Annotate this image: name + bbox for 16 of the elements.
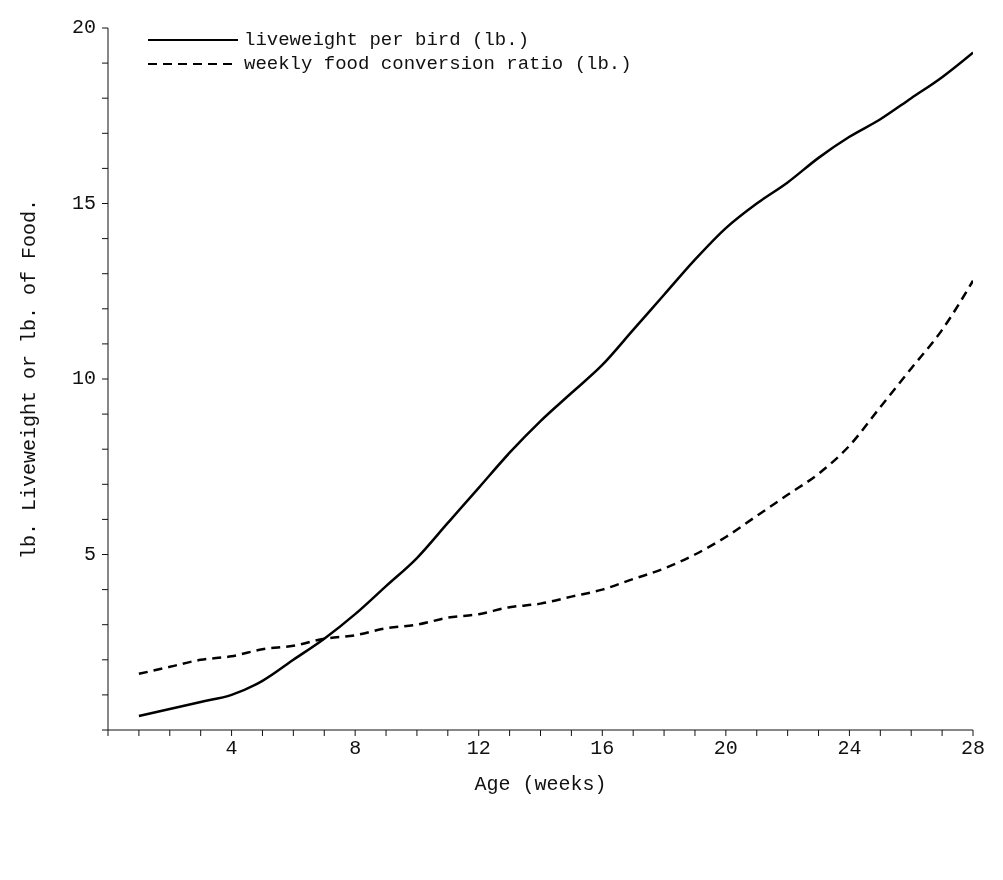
legend-label: liveweight per bird (lb.) xyxy=(244,28,530,52)
x-tick-label: 8 xyxy=(349,737,362,760)
x-tick-label: 24 xyxy=(837,737,862,760)
y-tick-label: 20 xyxy=(71,16,96,39)
x-tick-label: 4 xyxy=(225,737,238,760)
y-tick-label: 5 xyxy=(83,542,96,566)
y-axis-title: lb. Liveweight or lb. of Food. xyxy=(18,198,42,559)
line-series xyxy=(137,51,973,718)
y-tick-label: 10 xyxy=(71,367,96,390)
x-tick-label: 28 xyxy=(960,737,986,760)
x-tick-label: 12 xyxy=(466,737,491,760)
x-axis-title: Age (weeks) xyxy=(474,773,607,796)
x-tick-label: 16 xyxy=(590,737,615,760)
legend-label: weekly food conversion ratio (lb.) xyxy=(244,52,632,76)
x-tick-label: 20 xyxy=(713,737,738,760)
y-tick-label: 15 xyxy=(71,191,96,215)
